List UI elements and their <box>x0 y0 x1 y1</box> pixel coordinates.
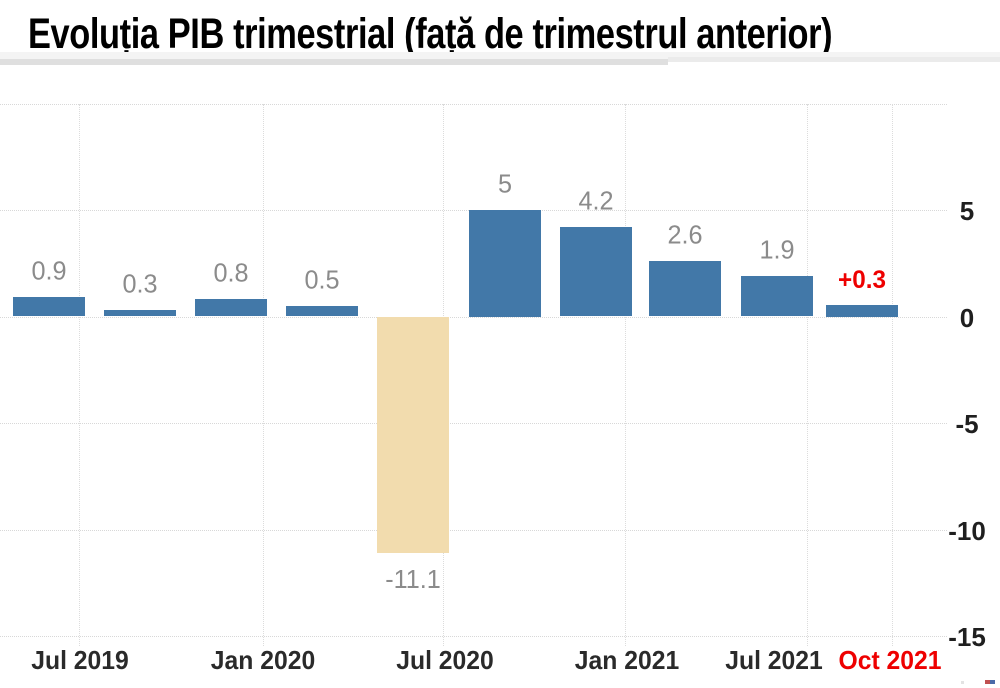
bar-value-label: 0.3 <box>122 268 158 299</box>
y-axis-tick-label: -5 <box>955 409 979 440</box>
bar-value-label: 4.2 <box>578 185 614 216</box>
x-axis-label-jul-2021: Jul 2021 <box>725 645 823 675</box>
gridline-x-892 <box>892 104 893 646</box>
x-axis-label-jan-2021: Jan 2021 <box>574 645 680 675</box>
cropped-icon-fragment-part <box>961 681 964 684</box>
page-title: Evoluția PIB trimestrial (față de trimes… <box>28 10 833 58</box>
bar-0.5[interactable] <box>286 305 358 317</box>
y-axis-tick-label: -15 <box>948 622 986 652</box>
bar-value-label: 0.5 <box>304 264 340 295</box>
bar-value-label: -11.1 <box>385 563 441 594</box>
x-axis-label-jul-2019: Jul 2019 <box>31 645 129 675</box>
bar-0.8[interactable] <box>195 299 267 317</box>
gridline-y--5 <box>0 423 947 425</box>
x-axis-label-oct-2021: Oct 2021 <box>838 645 942 675</box>
gridline-x-263 <box>263 104 264 646</box>
bar-4.2[interactable] <box>560 227 632 317</box>
y-axis-tick-label: 5 <box>959 196 975 227</box>
x-axis-label-jul-2020: Jul 2020 <box>396 645 494 675</box>
gridline-x-79 <box>79 104 80 646</box>
gridline-y-0 <box>0 316 947 318</box>
bar-value-label: 0.8 <box>213 258 249 289</box>
y-axis-tick-label: 0 <box>959 302 975 333</box>
title-divider-left <box>0 59 668 65</box>
y-axis-tick-label: -10 <box>948 515 986 546</box>
bar-1.9[interactable] <box>741 276 813 317</box>
bar-2.6[interactable] <box>649 261 721 317</box>
gridline-x-625 <box>625 104 626 646</box>
bar-0.3[interactable] <box>104 310 176 317</box>
gridline-y-10 <box>0 104 947 105</box>
bar-value-label: 2.6 <box>667 219 703 250</box>
bar--11.1[interactable] <box>377 316 449 553</box>
x-axis-label-jan-2020: Jan 2020 <box>210 645 316 675</box>
bar-5[interactable] <box>469 210 541 317</box>
cropped-icon-fragment-part <box>985 680 990 684</box>
gridline-y--15 <box>0 636 947 637</box>
bar-value-label: +0.3 <box>838 265 886 294</box>
bar-0.9[interactable] <box>13 297 85 317</box>
title-underline-band <box>0 52 1000 59</box>
bar-+0.3[interactable] <box>826 304 898 317</box>
cropped-icon-fragment-part <box>990 680 995 684</box>
gridline-x-807 <box>807 104 808 646</box>
bar-value-label: 5 <box>497 168 513 199</box>
bar-value-label: 0.9 <box>31 256 67 287</box>
bar-value-label: 1.9 <box>759 234 795 265</box>
gridline-y--10 <box>0 529 947 531</box>
title-divider-right <box>668 57 1000 62</box>
